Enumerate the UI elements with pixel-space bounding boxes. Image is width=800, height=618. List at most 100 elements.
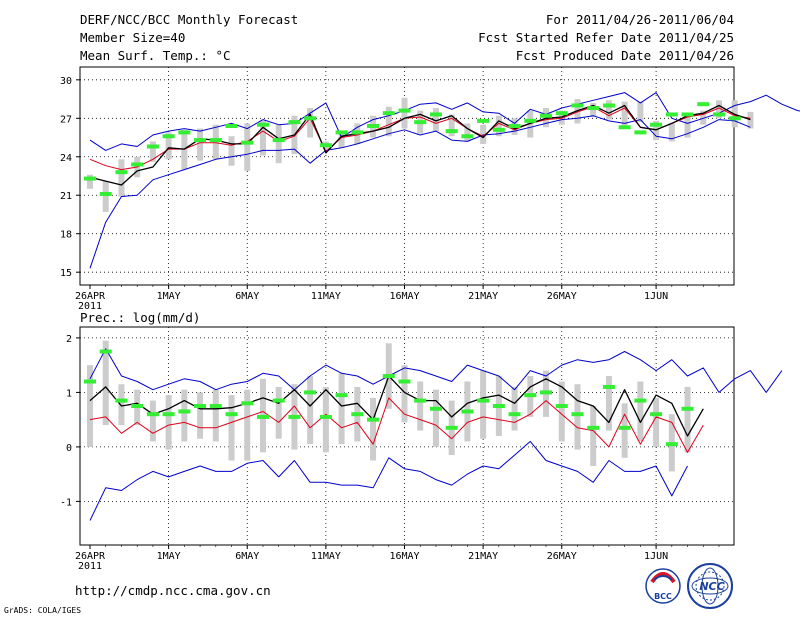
prec-observed-mark — [367, 417, 380, 422]
prec-climate-box — [370, 397, 377, 461]
temp-climate-box — [716, 100, 722, 119]
prec-observed-mark — [272, 398, 285, 403]
bcc-logo: BCC — [645, 568, 681, 604]
temp-climate-box — [621, 101, 628, 129]
prec-climate-box — [401, 365, 408, 423]
temp-climate-box — [747, 111, 754, 129]
fcst-started-date: Fcst Started Refer Date 2011/04/25 — [478, 30, 734, 45]
temperature-panel: 15 18 21 24 27 30 26APR 1MAY 6MAY 11MAY 16MAY 21MAY… — [60, 66, 800, 312]
temp-observed-mark — [618, 125, 631, 130]
temp-y-tick-label: 15 — [60, 268, 72, 279]
prec-x-tick-label: 21MAY — [468, 551, 498, 562]
temp-observed-mark — [508, 123, 521, 128]
temp-climate-box — [448, 114, 455, 137]
temp-observed-mark — [115, 170, 128, 175]
temp-climate-box — [228, 136, 235, 166]
source-url[interactable]: http://cmdp.ncc.cma.gov.cn — [75, 583, 271, 598]
temp-observed-mark — [256, 122, 269, 127]
temp-observed-mark — [131, 162, 144, 167]
temp-climate-box — [653, 120, 660, 141]
prec-observed-mark — [288, 414, 301, 419]
temp-x-tick-label: 26APR — [75, 291, 106, 302]
prec-y-tick-label: 2 — [66, 334, 72, 345]
temp-climate-box — [700, 110, 707, 125]
temp-climate-box — [102, 181, 109, 212]
temp-observed-mark — [634, 130, 647, 135]
temp-observed-mark — [367, 123, 380, 128]
prec-y-tick-label: 0 — [66, 443, 72, 454]
prec-observed-mark — [335, 393, 348, 398]
temp-climate-box — [495, 115, 502, 137]
prec-climate-box — [338, 373, 345, 445]
temp-climate-box — [275, 124, 282, 164]
temp-observed-mark — [194, 138, 207, 143]
prec-climate-box — [307, 376, 314, 445]
prec-climate-box — [165, 395, 172, 450]
ncc-logo-text: NCC — [699, 580, 724, 593]
prec-observed-mark — [398, 379, 411, 384]
prec-observed-mark — [540, 390, 553, 395]
prec-observed-mark — [571, 412, 584, 417]
temp-observed-mark — [241, 140, 254, 145]
prec-x-tick-label: 1JUN — [644, 551, 668, 562]
temp-observed-mark — [445, 129, 458, 134]
temp-observed-mark — [209, 138, 222, 143]
prec-observed-mark — [524, 393, 537, 398]
temp-observed-mark — [414, 120, 427, 125]
temp-observed-mark — [587, 106, 600, 111]
temp-climate-box — [149, 141, 156, 162]
prec-observed-mark — [461, 409, 474, 414]
prec-observed-mark — [477, 398, 490, 403]
prec-observed-mark — [178, 409, 191, 414]
temp-climate-box — [637, 101, 644, 123]
temp-observed-mark — [288, 120, 301, 125]
prec-climate-box — [275, 386, 282, 439]
prec-x-tick-label: 16MAY — [389, 551, 419, 562]
temp-observed-mark — [681, 112, 694, 117]
prec-observed-mark — [351, 412, 364, 417]
prec-climate-box — [322, 386, 329, 453]
forecast-period: For 2011/04/26-2011/06/04 — [546, 12, 734, 27]
prec-median-line — [89, 397, 704, 453]
prec-climate-box — [558, 381, 565, 442]
temp-climate-box — [432, 108, 439, 132]
prec-mean-line — [89, 375, 704, 437]
prec-climate-box — [653, 397, 660, 447]
precipitation-panel: -1 0 1 2 26APR 1MAY 6MAY 11MAY 16MAY 21MAY 26MAY 1J… — [60, 326, 783, 572]
prec-y-tick-label: -1 — [60, 497, 72, 508]
prec-climate-box — [417, 381, 424, 431]
temp-x-tick-label: 1MAY — [157, 291, 181, 302]
prec-x-tick-label: 26APR — [75, 551, 106, 562]
prec-climate-box — [102, 340, 109, 426]
temp-observed-mark — [382, 111, 395, 116]
ncc-logo: NCC — [687, 563, 733, 609]
temp-observed-mark — [697, 102, 710, 107]
temp-climate-box — [87, 174, 93, 189]
temp-x-tick-label: 26MAY — [547, 291, 577, 302]
temp-y-tick-label: 30 — [60, 76, 72, 87]
prec-climate-box — [181, 389, 188, 442]
prec-observed-mark — [209, 404, 222, 409]
prec-observed-mark — [665, 442, 678, 447]
prec-climate-box — [228, 395, 235, 461]
temp-observed-mark — [351, 130, 364, 135]
temp-y-tick-label: 24 — [60, 153, 72, 164]
prec-observed-mark — [429, 406, 442, 411]
temp-observed-mark — [162, 134, 175, 139]
temp-climate-box — [244, 123, 251, 171]
member-size: Member Size=40 — [80, 30, 185, 45]
prec-observed-mark — [492, 404, 505, 409]
prec-climate-box — [637, 381, 644, 442]
temp-x-tick-label: 6MAY — [235, 291, 259, 302]
temp-y-tick-label: 21 — [60, 191, 72, 202]
prec-observed-mark — [131, 404, 144, 409]
prec-observed-mark — [602, 384, 615, 389]
temp-observed-mark — [429, 112, 442, 117]
prec-max-line — [89, 348, 783, 393]
temp-observed-mark — [492, 127, 505, 132]
prec-x-tick-label: 11MAY — [311, 551, 341, 562]
temp-observed-mark — [571, 103, 584, 108]
prec-observed-mark — [319, 414, 332, 419]
temp-observed-mark — [178, 130, 191, 135]
grads-credit: GrADS: COLA/IGES — [4, 606, 81, 615]
